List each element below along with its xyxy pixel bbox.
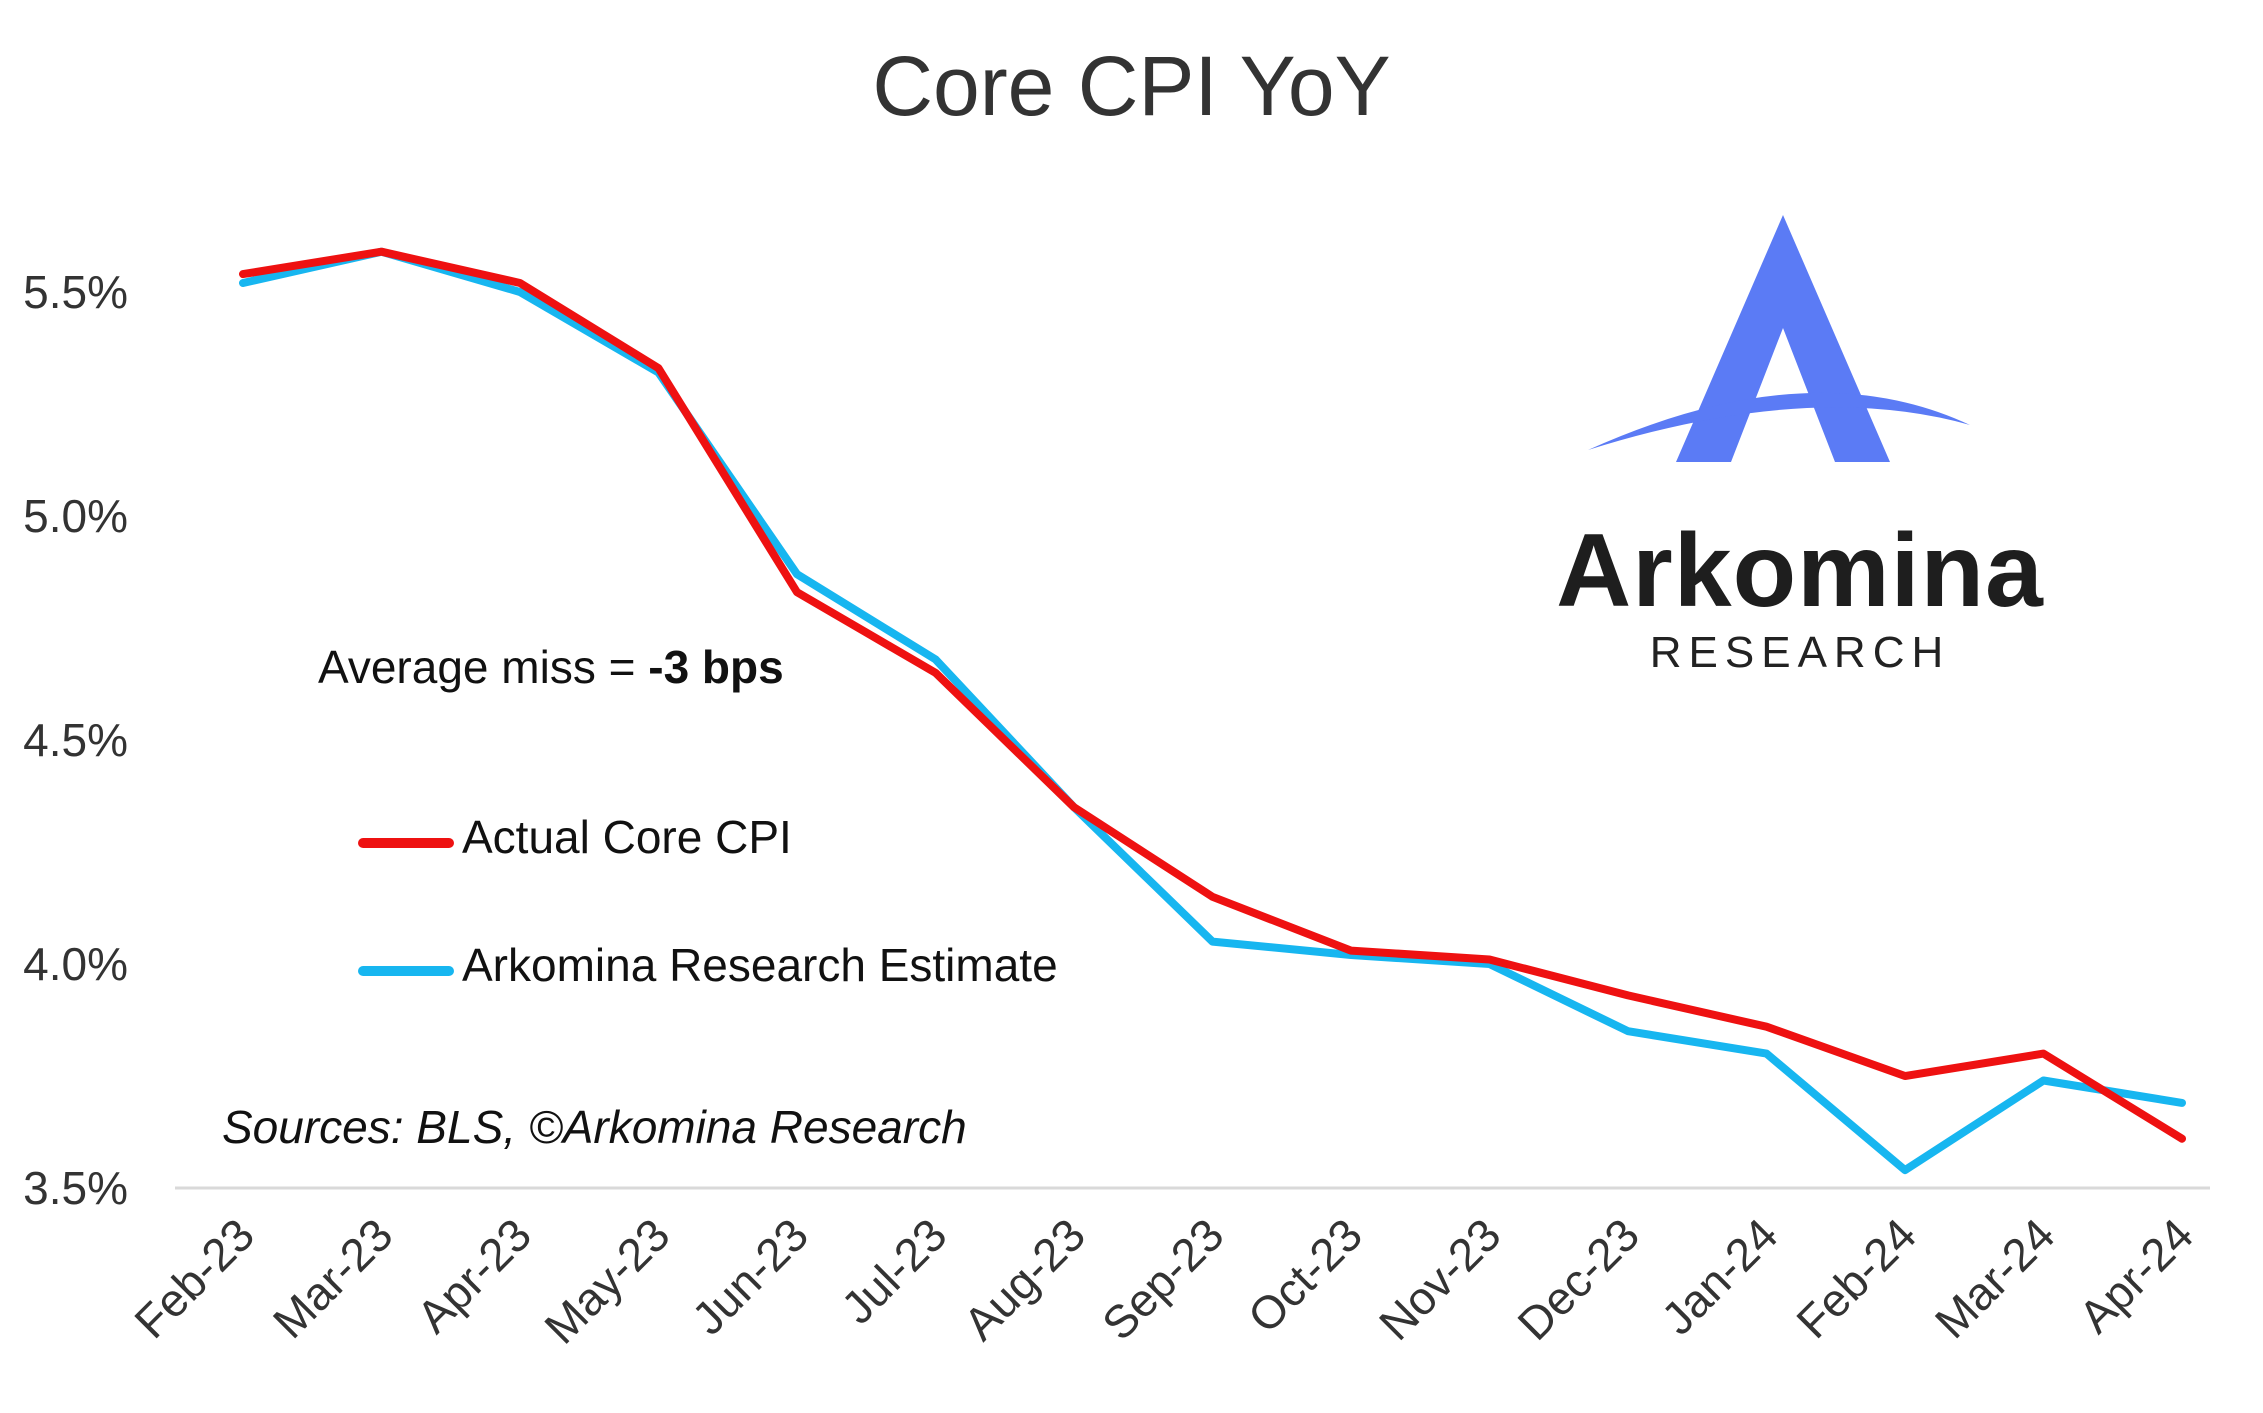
x-tick-label: Dec-23: [1507, 1208, 1649, 1350]
arkomina-logo: Arkomina RESEARCH: [1510, 210, 2090, 680]
x-tick-label: Aug-23: [953, 1208, 1095, 1350]
x-tick-label: Jul-23: [831, 1208, 956, 1333]
logo-wordmark: Arkomina: [1556, 513, 2044, 629]
x-tick-label: Apr-24: [2069, 1208, 2203, 1342]
x-tick-label: May-23: [534, 1208, 679, 1353]
y-tick-label: 4.0%: [23, 938, 128, 990]
x-tick-label: Oct-23: [1238, 1208, 1372, 1342]
x-tick-label: Sep-23: [1092, 1208, 1234, 1350]
y-tick-label: 5.0%: [23, 490, 128, 542]
annotation-text: Average miss =: [318, 641, 649, 693]
y-tick-label: 4.5%: [23, 714, 128, 766]
legend-swatch-estimate: [358, 966, 454, 976]
legend-label-actual: Actual Core CPI: [462, 811, 792, 863]
x-tick-label: Jan-24: [1651, 1208, 1787, 1344]
x-tick-label: Jun-23: [682, 1208, 818, 1344]
source-note: Sources: BLS, ©Arkomina Research: [222, 1101, 967, 1153]
series-line-estimate: [239, 247, 2186, 1175]
y-tick-label: 3.5%: [23, 1162, 128, 1214]
arkomina-a-mark-icon: [1588, 215, 1970, 462]
x-tick-label: Nov-23: [1369, 1208, 1511, 1350]
chart-title: Core CPI YoY: [872, 39, 1391, 133]
y-tick-label: 5.5%: [23, 266, 128, 318]
series-line-actual: [239, 247, 2186, 1143]
x-tick-label: Mar-24: [1925, 1208, 2065, 1348]
x-tick-label: Feb-23: [124, 1208, 264, 1348]
annotation-value: -3 bps: [648, 641, 784, 693]
x-tick-label: Mar-23: [263, 1208, 403, 1348]
x-tick-label: Feb-24: [1786, 1208, 1926, 1348]
legend-swatch-actual: [358, 838, 454, 848]
logo-subtitle: RESEARCH: [1649, 628, 1951, 677]
average-miss-annotation: Average miss = -3 bps: [318, 640, 784, 694]
x-tick-label: Apr-23: [407, 1208, 541, 1342]
legend-label-estimate: Arkomina Research Estimate: [462, 939, 1058, 991]
